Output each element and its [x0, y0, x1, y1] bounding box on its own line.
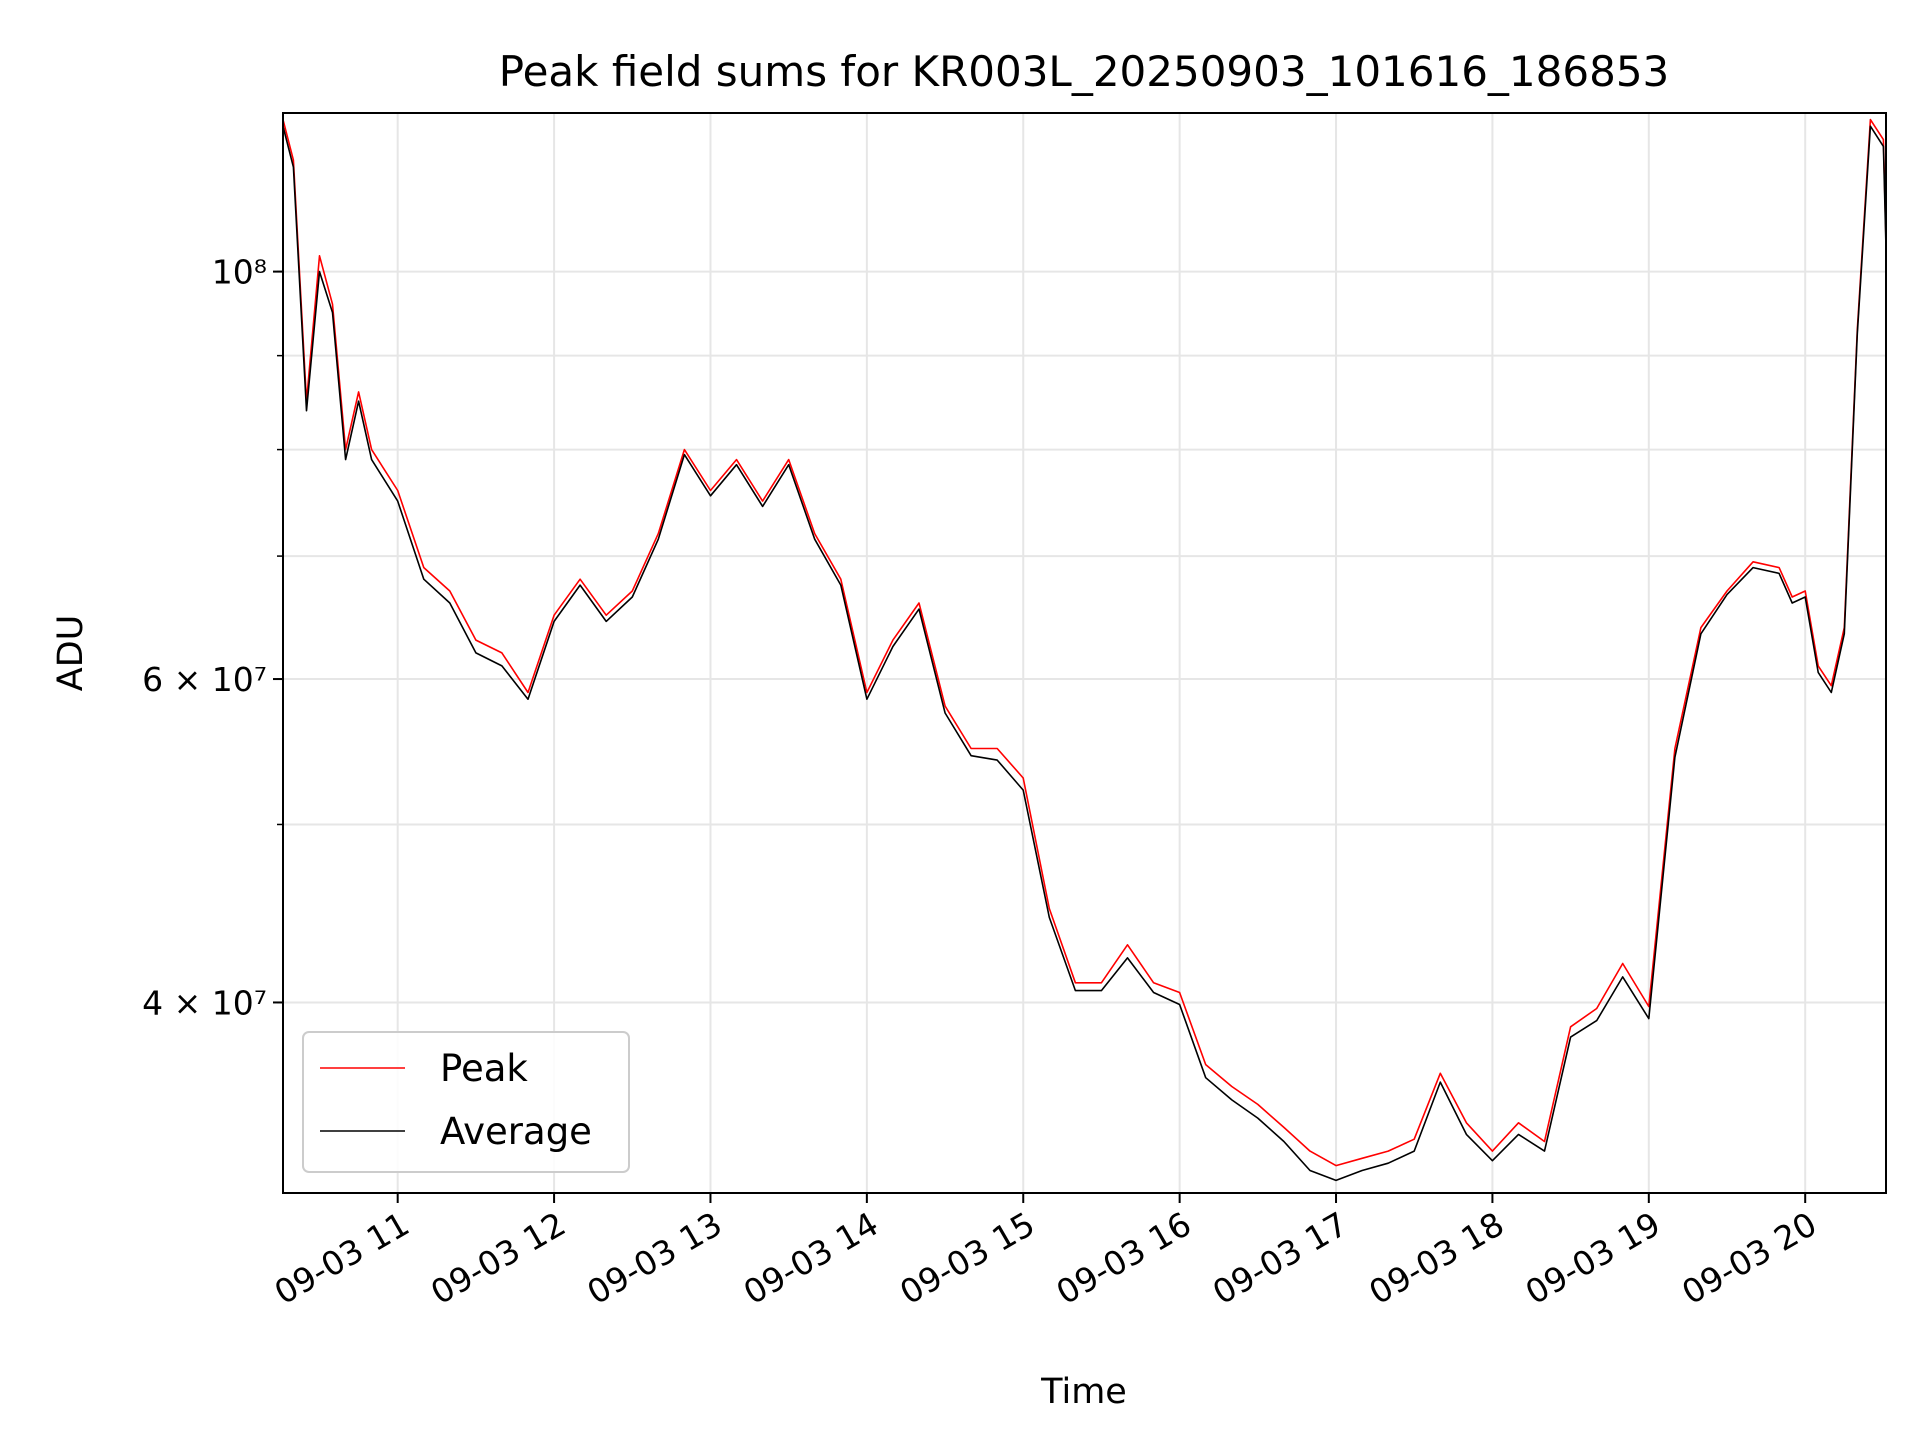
series-line-peak [283, 118, 1886, 1167]
series-line-average [283, 125, 1886, 1182]
y-axis-title: ADU [51, 615, 91, 692]
plot-area [283, 118, 1886, 1182]
y-tick-label: 4 × 10⁷ [142, 983, 267, 1022]
legend-label-average: Average [440, 1110, 592, 1153]
legend: Peak Average [302, 1031, 630, 1173]
grid [283, 113, 1886, 1193]
y-tick-label: 6 × 10⁷ [142, 660, 267, 699]
legend-label-peak: Peak [440, 1047, 528, 1090]
x-axis-title: Time [1040, 1372, 1127, 1412]
plot-frame [282, 112, 1887, 1194]
chart-title: Peak field sums for KR003L_20250903_1016… [499, 47, 1670, 96]
legend-box [302, 1031, 630, 1173]
y-axis-ticks: 4 × 10⁷ 6 × 10⁷ 10⁸ [142, 253, 283, 1022]
y-tick-label: 10⁸ [212, 253, 267, 292]
